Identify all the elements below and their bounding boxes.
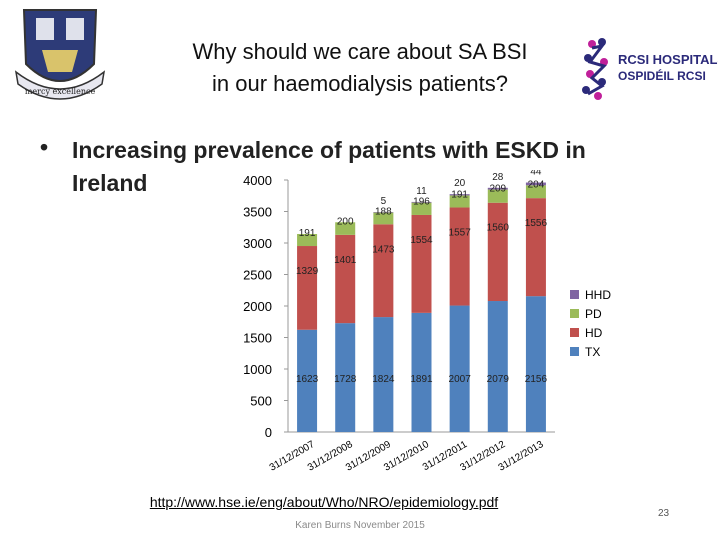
bar-pd-3 — [373, 212, 394, 225]
bullet-text: Increasing prevalence of patients with E… — [72, 134, 672, 200]
legend-swatch-hhd — [570, 290, 579, 299]
bar-tx-7 — [525, 296, 546, 432]
bar-hd-5 — [449, 207, 470, 306]
legend-swatch-pd — [570, 309, 579, 318]
data-label-hd-7: 1556 — [525, 218, 548, 229]
data-label-hd-6: 1560 — [487, 223, 510, 234]
y-tick-label: 500 — [250, 394, 272, 409]
legend-label-hd: HD — [585, 326, 603, 340]
bar-pd-7 — [525, 185, 546, 199]
figures-mark-icon — [582, 38, 608, 100]
data-label-pd-5: 191 — [451, 189, 468, 200]
legend-label-tx: TX — [585, 345, 600, 359]
bar-pd-1 — [297, 233, 318, 247]
bar-hd-6 — [487, 202, 508, 302]
bar-hd-1 — [297, 246, 318, 330]
legend-label-pd: PD — [585, 307, 602, 321]
data-label-tx-5: 2007 — [449, 374, 472, 385]
source-link[interactable]: http://www.hse.ie/eng/about/Who/NRO/epid… — [149, 494, 499, 510]
data-label-hd-1: 1329 — [296, 266, 319, 277]
slide-number: 23 — [658, 508, 670, 519]
y-tick-label: 4000 — [243, 173, 272, 188]
crest-motto: mercy excellence — [25, 87, 96, 96]
data-label-pd-6: 209 — [489, 184, 506, 195]
legend-swatch-hd — [570, 328, 579, 337]
y-tick-label: 3500 — [243, 205, 272, 220]
bar-pd-6 — [487, 189, 508, 203]
legend-swatch-tx — [570, 347, 579, 356]
bar-hhd-4 — [411, 201, 432, 203]
data-label-tx-4: 1891 — [410, 374, 433, 385]
bar-hhd-5 — [449, 194, 470, 196]
bar-tx-5 — [449, 305, 470, 432]
y-tick-label: 2000 — [243, 299, 272, 314]
bar-pd-4 — [411, 202, 432, 215]
footer-author: Karen Burns November 2015 — [295, 520, 425, 531]
slide-title: Why should we care about SA BSI in our h… — [130, 36, 590, 100]
data-label-hd-4: 1554 — [410, 235, 433, 246]
legend-label-hhd: HHD — [585, 288, 611, 302]
data-label-hhd-3: 5 — [381, 196, 387, 207]
data-label-tx-7: 2156 — [525, 374, 548, 385]
bar-tx-1 — [297, 329, 318, 432]
data-label-tx-3: 1824 — [372, 374, 395, 385]
bar-hd-4 — [411, 214, 432, 313]
data-label-hd-2: 1401 — [334, 255, 357, 266]
data-label-tx-6: 2079 — [487, 374, 510, 385]
title-line-2: in our haemodialysis patients? — [212, 71, 508, 96]
bar-tx-4 — [411, 312, 432, 432]
data-label-tx-2: 1728 — [334, 374, 357, 385]
data-label-pd-7: 204 — [528, 179, 545, 190]
bullet-text-line-1: Increasing prevalence of patients with E… — [72, 137, 586, 163]
y-tick-label: 1000 — [243, 362, 272, 377]
college-crest-logo: mercy excellence — [6, 2, 114, 110]
bar-hd-2 — [335, 234, 356, 324]
data-label-hd-5: 1557 — [449, 227, 472, 238]
title-line-1: Why should we care about SA BSI — [192, 39, 528, 64]
y-tick-label: 3000 — [243, 236, 272, 251]
bullet-symbol: • — [40, 134, 49, 160]
data-label-hhd-6: 28 — [492, 172, 504, 183]
logo-line-1: RCSI HOSPITALS — [618, 52, 718, 67]
y-tick-label: 0 — [265, 425, 272, 440]
data-label-hhd-5: 20 — [454, 178, 466, 189]
bar-pd-5 — [449, 195, 470, 208]
data-label-pd-2: 200 — [337, 216, 354, 227]
bullet-text-line-2: Ireland — [72, 170, 148, 196]
bar-hhd-7 — [525, 182, 546, 186]
bar-tx-2 — [335, 323, 356, 432]
data-label-pd-4: 196 — [413, 197, 430, 208]
data-label-hhd-7: 44 — [530, 170, 542, 178]
bar-hhd-3 — [373, 212, 394, 213]
bar-hd-3 — [373, 224, 394, 318]
logo-line-2: OSPIDÉIL RCSI — [618, 68, 706, 83]
bar-hhd-6 — [487, 187, 508, 190]
y-tick-label: 2500 — [243, 268, 272, 283]
y-tick-label: 1500 — [243, 331, 272, 346]
data-label-hd-3: 1473 — [372, 244, 395, 255]
data-label-pd-1: 191 — [299, 228, 316, 239]
bar-tx-6 — [487, 301, 508, 432]
data-label-tx-1: 1623 — [296, 374, 319, 385]
bar-tx-3 — [373, 317, 394, 432]
bar-hd-7 — [525, 198, 546, 297]
rcsi-hospitals-logo: RCSI HOSPITALS OSPIDÉIL RCSI — [578, 34, 720, 106]
eskd-prevalence-chart: 0 500 1000 1500 2000 2500 3000 3500 4000 1623 1329… — [243, 170, 611, 474]
data-label-hhd-4: 11 — [416, 186, 427, 197]
data-label-pd-3: 188 — [375, 206, 392, 217]
bar-pd-2 — [335, 222, 356, 235]
